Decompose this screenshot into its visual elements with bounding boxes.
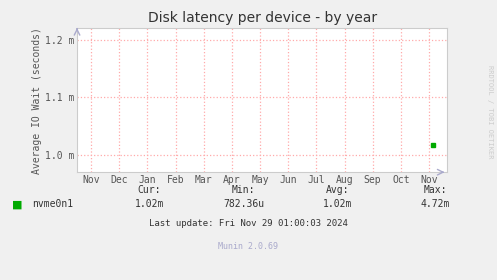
Text: Avg:: Avg: [326,185,350,195]
Text: Munin 2.0.69: Munin 2.0.69 [219,242,278,251]
Text: Cur:: Cur: [137,185,161,195]
Y-axis label: Average IO Wait (seconds): Average IO Wait (seconds) [32,27,42,174]
Text: 1.02m: 1.02m [134,199,164,209]
Text: Min:: Min: [232,185,255,195]
Text: 782.36u: 782.36u [223,199,264,209]
Text: ■: ■ [12,199,23,209]
Text: Last update: Fri Nov 29 01:00:03 2024: Last update: Fri Nov 29 01:00:03 2024 [149,220,348,228]
Text: Max:: Max: [423,185,447,195]
Text: RRDTOOL / TOBI OETIKER: RRDTOOL / TOBI OETIKER [487,65,493,159]
Text: 1.02m: 1.02m [323,199,353,209]
Text: 4.72m: 4.72m [420,199,450,209]
Text: nvme0n1: nvme0n1 [32,199,74,209]
Title: Disk latency per device - by year: Disk latency per device - by year [148,11,377,25]
